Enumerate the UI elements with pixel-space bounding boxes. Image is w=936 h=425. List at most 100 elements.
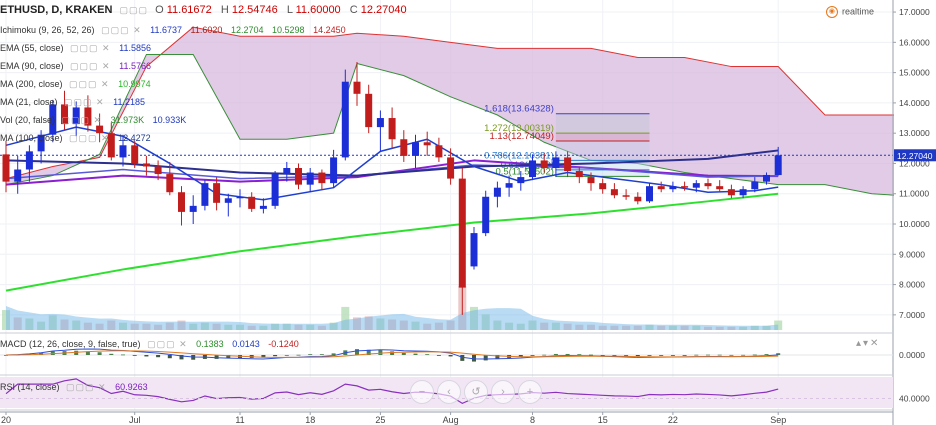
candle-body [447, 157, 455, 179]
volume-bar [341, 306, 350, 330]
fib-label: 0.786(12.10381) [484, 150, 554, 161]
macd-histogram-bar [741, 354, 746, 356]
candle-body [283, 168, 291, 175]
macd-histogram-bar [624, 355, 629, 356]
symbol-label[interactable]: ETHUSD, D, KRAKEN [0, 4, 113, 16]
indicator-row-ema55[interactable]: EMA (55, close) ▢▢▢ ✕ 11.5856 [0, 43, 151, 54]
indicator-buttons[interactable]: ▢▢▢ ✕ [64, 97, 105, 107]
time-tick-label: 20 [1, 415, 11, 425]
price-tick-label: 9.0000 [899, 249, 925, 259]
indicator-buttons[interactable]: ▢▢▢ ✕ [70, 43, 111, 53]
macd-histogram-bar [495, 355, 500, 360]
chart-navigation: − ‹ ↺ › + [410, 380, 545, 404]
price-tick-label: 14.0000 [899, 98, 930, 108]
macd-histogram-bar [179, 355, 184, 360]
rsi-value: 60.9263 [115, 382, 148, 392]
indicator-row-ma200[interactable]: MA (200, close) ▢▢▢ ✕ 10.9974 [0, 79, 151, 90]
candle-body [154, 166, 162, 175]
indicator-buttons[interactable]: ▢▢▢ ✕ [61, 115, 103, 125]
header-buttons[interactable]: ▢▢▢ [119, 5, 149, 15]
candle-body [529, 160, 536, 178]
macd-buttons[interactable]: ▢▢▢ ✕ [147, 339, 188, 349]
time-tick-label: Aug [443, 415, 459, 425]
indicator-buttons[interactable]: ▢▢▢ ✕ [101, 25, 142, 35]
cloud-fill [6, 27, 936, 197]
scroll-right-button[interactable]: › [491, 380, 515, 404]
candle-body [739, 189, 747, 196]
candle-body [646, 186, 653, 202]
macd-pane-controls[interactable]: ▴▾✕ [856, 338, 881, 349]
macd-legend[interactable]: MACD (12, 26, close, 9, false, true) ▢▢▢… [0, 339, 299, 350]
indicator-row-ichimoku[interactable]: Ichimoku (9, 26, 52, 26) ▢▢▢ ✕ 11.6737 1… [0, 25, 346, 36]
low-label: L [286, 4, 293, 16]
candle-body [236, 196, 244, 199]
candle-body [25, 151, 33, 170]
macd-pane: 0.0000 [0, 332, 925, 362]
candle-body [622, 195, 630, 197]
indicator-buttons[interactable]: ▢▢▢ ✕ [70, 61, 111, 71]
macd-histogram-bar [4, 355, 8, 356]
macd-histogram-bar [331, 353, 336, 355]
indicator-label: MA (21, close) [0, 97, 58, 107]
scroll-left-button[interactable]: ‹ [437, 380, 461, 404]
indicator-value: 12.2704 [230, 25, 264, 35]
candle-body [692, 183, 700, 188]
candle-body [727, 189, 735, 196]
candles [2, 62, 782, 315]
rsi-buttons[interactable]: ▢▢▢ ✕ [66, 382, 107, 392]
indicator-buttons[interactable]: ▢▢▢ ✕ [69, 133, 110, 143]
macd-histogram-bar [647, 355, 652, 356]
last-price-label: 12.27040 [897, 151, 933, 161]
fib-label: 1.272(13.00319) [484, 123, 554, 134]
candle-body [365, 93, 373, 128]
macd-histogram-bar [764, 354, 769, 355]
macd-histogram-bar [448, 355, 453, 357]
macd-histogram-bar [355, 349, 359, 355]
high-label: H [220, 4, 229, 16]
realtime-indicator[interactable]: ◉ realtime [825, 6, 874, 18]
candle-body [587, 177, 595, 184]
macd-histogram-bar [530, 355, 535, 356]
macd-histogram-bar [308, 354, 313, 356]
candle-body [376, 118, 384, 128]
candle-body [84, 107, 92, 126]
price-tick-label: 16.0000 [899, 37, 930, 47]
candle-body [107, 133, 115, 158]
candle-body [14, 169, 22, 182]
candle-body [657, 186, 665, 190]
indicator-value: 11.6020 [190, 25, 223, 35]
realtime-icon: ◉ [825, 6, 838, 18]
indicator-label: Ichimoku (9, 26, 52, 26) [0, 25, 95, 35]
macd-histogram-bar [460, 355, 465, 361]
candle-body [774, 155, 782, 176]
zoom-in-button[interactable]: + [518, 380, 542, 404]
reset-button[interactable]: ↺ [464, 380, 488, 404]
macd-histogram-bar [483, 355, 488, 361]
macd-histogram-bar [425, 354, 430, 356]
macd-histogram-bar [694, 354, 699, 356]
candle-body [213, 183, 221, 203]
indicator-value: 31.973K [110, 115, 145, 125]
macd-histogram-bar [635, 355, 640, 357]
ma100-line [5, 149, 779, 177]
candle-body [306, 172, 314, 185]
macd-histogram-bar [97, 352, 102, 355]
indicator-row-ma100[interactable]: MA (100, close) ▢▢▢ ✕ 12.4272 [0, 133, 151, 144]
macd-histogram-bar [659, 355, 664, 356]
candle-body [330, 157, 338, 184]
candle-body [669, 186, 677, 190]
indicator-row-volume[interactable]: Vol (20, false) ▢▢▢ ✕ 31.973K 10.933K [0, 115, 186, 126]
candle-body [634, 196, 642, 202]
indicator-row-ema90[interactable]: EMA (90, close) ▢▢▢ ✕ 11.5766 [0, 61, 151, 72]
zoom-out-button[interactable]: − [410, 380, 434, 404]
indicator-label: MA (200, close) [0, 79, 63, 89]
rsi-legend[interactable]: RSI (14, close) ▢▢▢ ✕ 60.9263 [0, 382, 148, 393]
grid [0, 0, 893, 410]
indicator-row-ma21[interactable]: MA (21, close) ▢▢▢ ✕ 11.2185 [0, 97, 145, 108]
candle-body [295, 168, 302, 185]
macd-histogram-bar [156, 355, 161, 358]
indicator-buttons[interactable]: ▢▢▢ ✕ [69, 79, 110, 89]
candle-body [599, 183, 607, 190]
macd-histogram-bar [273, 355, 278, 357]
